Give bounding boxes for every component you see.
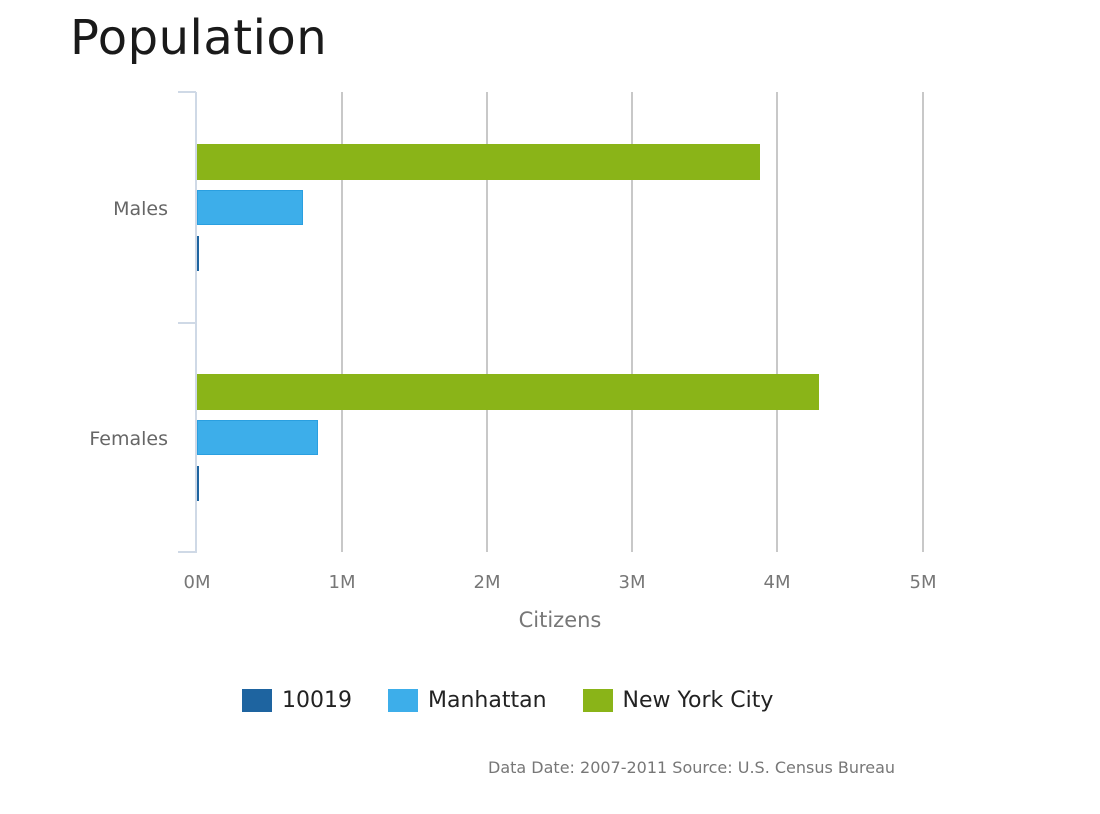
x-tick-label: 0M (183, 572, 211, 593)
y-axis-tick (178, 551, 196, 553)
bar-males-new-york-city[interactable] (197, 144, 760, 180)
legend-swatch-10019 (242, 689, 272, 712)
bar-males-manhattan[interactable] (197, 190, 303, 225)
y-axis-line (195, 92, 197, 553)
x-tick-label: 3M (618, 572, 646, 593)
category-label-males: Males (113, 198, 168, 220)
bar-males-10019[interactable] (197, 236, 199, 271)
gridline-5m (922, 92, 924, 552)
legend-label: 10019 (282, 688, 352, 713)
legend-swatch-manhattan (388, 689, 418, 712)
bar-females-manhattan[interactable] (197, 420, 318, 455)
legend-item-manhattan[interactable]: Manhattan (388, 688, 547, 713)
gridline-1m (341, 92, 343, 552)
x-axis-title: Citizens (518, 608, 602, 632)
x-tick-label: 5M (909, 572, 937, 593)
legend-swatch-new-york-city (582, 689, 613, 712)
bar-females-10019[interactable] (197, 466, 199, 501)
legend-item-10019[interactable]: 10019 (242, 688, 352, 713)
gridline-2m (486, 92, 488, 552)
legend-label: Manhattan (428, 688, 547, 713)
chart-title: Population (70, 10, 328, 66)
gridline-3m (631, 92, 633, 552)
y-axis-tick (178, 322, 196, 324)
legend-label: New York City (622, 688, 774, 713)
source-note: Data Date: 2007-2011 Source: U.S. Census… (488, 758, 896, 777)
gridline-4m (776, 92, 778, 552)
x-tick-label: 2M (473, 572, 501, 593)
category-label-females: Females (89, 428, 168, 450)
x-tick-label: 1M (328, 572, 356, 593)
legend: 10019 Manhattan New York City (242, 688, 809, 713)
bar-females-new-york-city[interactable] (197, 374, 819, 410)
legend-item-new-york-city[interactable]: New York City (582, 688, 774, 713)
x-tick-label: 4M (763, 572, 791, 593)
y-axis-tick (178, 91, 196, 93)
